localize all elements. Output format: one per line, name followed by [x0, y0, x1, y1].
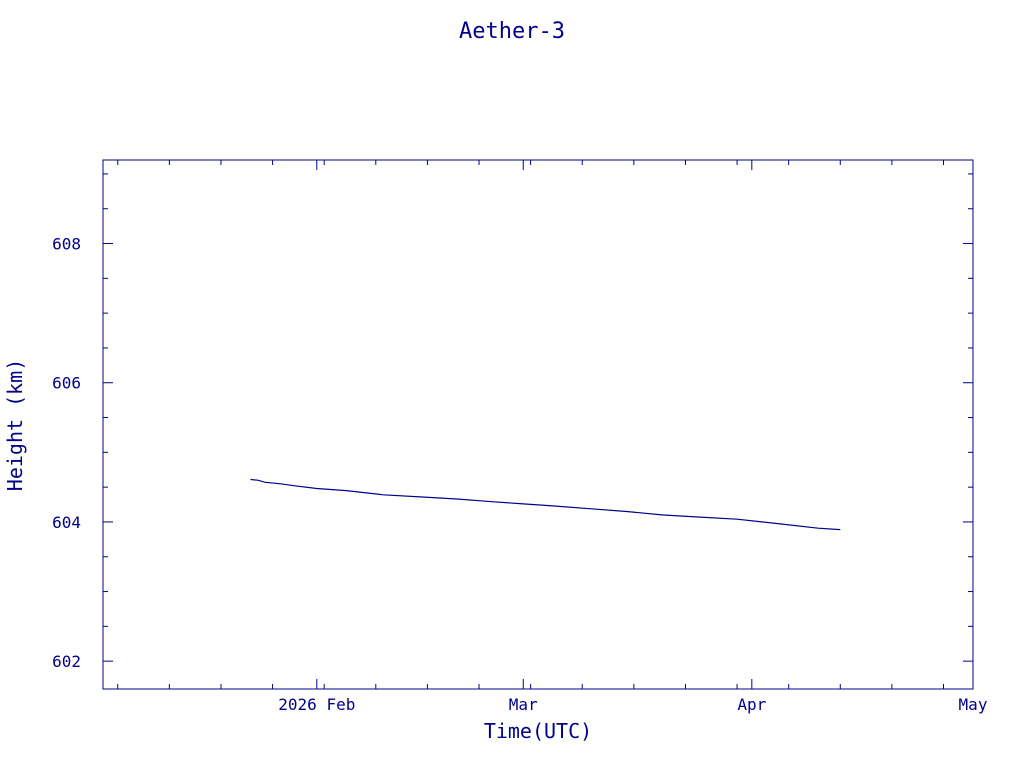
x-tick-label: Mar: [509, 695, 538, 714]
y-axis-label: Height (km): [3, 359, 27, 491]
y-tick-label: 602: [52, 652, 81, 671]
y-tick-label: 604: [52, 513, 81, 532]
x-tick-label: Apr: [737, 695, 766, 714]
x-axis-label: Time(UTC): [484, 719, 592, 743]
x-tick-label: May: [959, 695, 988, 714]
y-tick-label: 608: [52, 235, 81, 254]
series-line: [250, 478, 841, 531]
y-tick-label: 606: [52, 374, 81, 393]
tick-labels: 602 604 606 608 2026 Feb Mar Apr May: [52, 235, 988, 714]
plot-frame: [102, 159, 974, 690]
x-tick-label: 2026 Feb: [278, 695, 355, 714]
chart-title: Aether-3: [459, 19, 565, 44]
tick-marks: [103, 160, 974, 689]
